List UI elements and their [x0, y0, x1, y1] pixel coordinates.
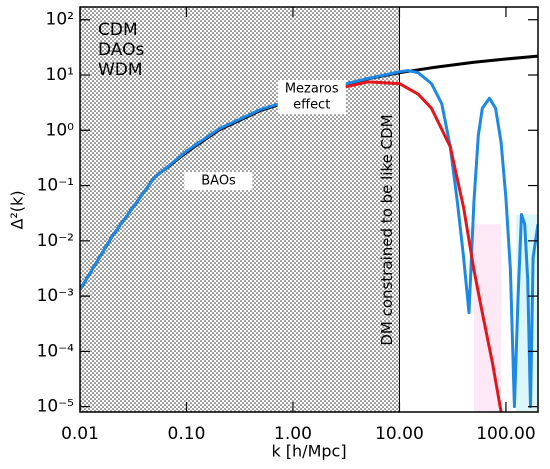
y-tick-label: 10²	[46, 10, 74, 30]
annotation-box	[184, 172, 253, 191]
legend-entry: CDM	[98, 20, 138, 40]
annotation: BAOs	[201, 174, 236, 189]
y-tick-label: 10⁻⁴	[37, 341, 75, 361]
x-tick-label: 100.00	[476, 424, 535, 444]
x-tick-label: 10.00	[375, 424, 424, 444]
x-axis-label: k [h/Mpc]	[271, 442, 346, 461]
x-tick-label: 0.10	[168, 424, 206, 444]
y-tick-label: 10⁰	[46, 120, 75, 140]
series-line	[324, 80, 503, 412]
legend-entry: WDM	[98, 60, 143, 80]
annotation: effect	[293, 98, 330, 113]
shaded-region-label: DM constrained to be like CDM	[378, 114, 396, 345]
series-line	[80, 69, 538, 409]
y-axis-label: Δ²(k)	[8, 190, 27, 229]
x-tick-label: 0.01	[61, 424, 99, 444]
y-tick-label: 10⁻³	[37, 286, 74, 306]
legend-entry: DAOs	[98, 40, 145, 60]
y-tick-label: 10⁻⁵	[37, 397, 74, 417]
annotation: Mezaros	[285, 82, 339, 97]
y-tick-label: 10⁻²	[37, 231, 74, 251]
plot-frame	[79, 6, 539, 413]
y-tick-label: 10⁻¹	[37, 176, 74, 196]
annotation-box	[277, 80, 346, 115]
y-tick-label: 10¹	[46, 65, 74, 85]
x-tick-label: 1.00	[274, 424, 312, 444]
